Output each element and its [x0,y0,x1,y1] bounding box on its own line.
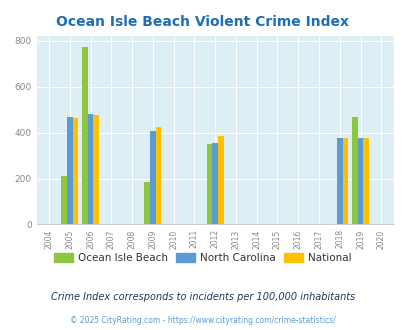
Bar [67,116,72,224]
Text: Ocean Isle Beach Violent Crime Index: Ocean Isle Beach Violent Crime Index [56,15,349,29]
Bar [362,138,368,224]
Bar [72,118,78,224]
Bar [351,116,357,224]
Bar [82,47,87,224]
Text: Crime Index corresponds to incidents per 100,000 inhabitants: Crime Index corresponds to incidents per… [51,292,354,302]
Text: © 2025 CityRating.com - https://www.cityrating.com/crime-statistics/: © 2025 CityRating.com - https://www.city… [70,315,335,325]
Bar [87,114,93,224]
Bar [144,182,150,224]
Bar [342,138,347,224]
Bar [212,143,217,224]
Bar [357,138,362,224]
Bar [93,115,99,224]
Bar [336,138,342,224]
Legend: Ocean Isle Beach, North Carolina, National: Ocean Isle Beach, North Carolina, Nation… [50,248,355,267]
Bar [217,136,223,224]
Bar [155,127,161,224]
Bar [206,144,212,224]
Bar [61,176,67,224]
Bar [150,131,155,224]
